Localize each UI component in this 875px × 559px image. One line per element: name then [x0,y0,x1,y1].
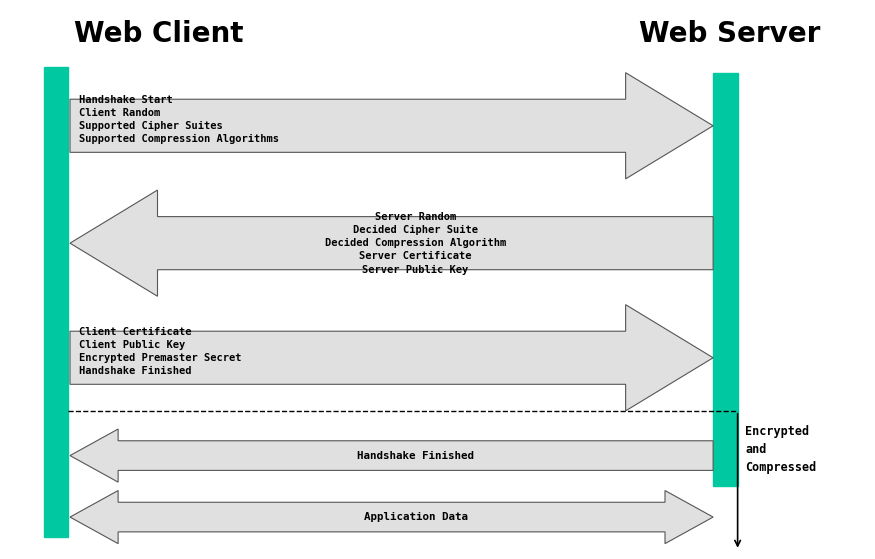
Text: Client Certificate
Client Public Key
Encrypted Premaster Secret
Handshake Finish: Client Certificate Client Public Key Enc… [79,327,242,376]
Text: Application Data: Application Data [364,512,467,522]
Text: Web Client: Web Client [74,20,244,48]
Bar [44,67,68,537]
Text: Handshake Finished: Handshake Finished [357,451,474,461]
Polygon shape [70,305,713,411]
Polygon shape [70,429,713,482]
Bar [713,73,738,486]
Text: Server Random
Decided Cipher Suite
Decided Compression Algorithm
Server Certific: Server Random Decided Cipher Suite Decid… [325,212,507,274]
Text: Encrypted
and
Compressed: Encrypted and Compressed [746,425,816,475]
Text: Web Server: Web Server [639,20,820,48]
Polygon shape [70,73,713,179]
Polygon shape [70,491,713,543]
Text: Handshake Start
Client Random
Supported Cipher Suites
Supported Compression Algo: Handshake Start Client Random Supported … [79,95,279,144]
Polygon shape [70,190,713,296]
